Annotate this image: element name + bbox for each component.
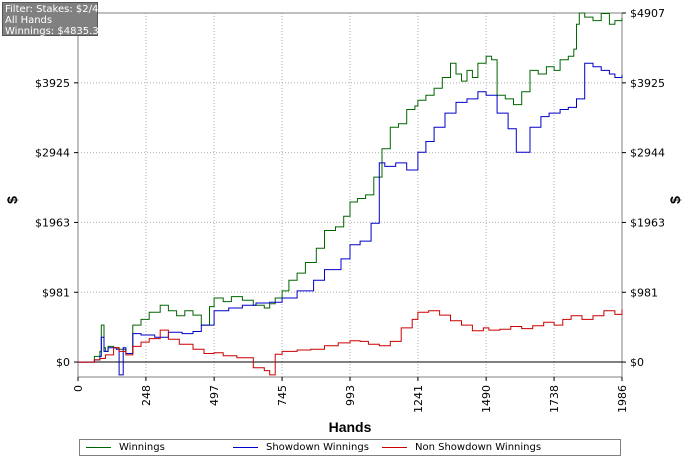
y-tick-label-left: $0 (56, 356, 70, 369)
legend-item-winnings: Winnings (86, 442, 165, 453)
y-tick-label-right: $0 (630, 356, 644, 369)
x-axis-label: Hands (329, 419, 372, 435)
y-tick-label-right: $4907 (630, 7, 665, 20)
legend-swatch-showdown (233, 447, 258, 448)
y-tick-label-right: $2944 (630, 147, 665, 160)
legend-item-showdown: Showdown Winnings (233, 442, 369, 453)
x-tick-label: 497 (208, 385, 221, 406)
y-tick-label-right: $981 (630, 286, 658, 299)
filter-line: Filter: Stakes: $2/4 NL (5, 4, 115, 15)
hands-filter-line: All Hands (5, 15, 53, 26)
x-tick-label: 1738 (548, 385, 561, 413)
legend-swatch-winnings (86, 447, 111, 448)
x-tick-label: 0 (72, 385, 85, 392)
y-tick-label-left: $1963 (35, 216, 70, 229)
left-y-axis-ticks: $0$981$1963$2944$3925$4907 (35, 7, 78, 369)
y-tick-label-left: $2944 (35, 147, 70, 160)
legend-label-showdown: Showdown Winnings (266, 442, 369, 453)
legend: Winnings Showdown Winnings Non Showdown … (79, 439, 621, 456)
winnings-total-line: Winnings: $4835.35 (5, 26, 106, 37)
legend-label-winnings: Winnings (119, 442, 165, 453)
series-line-winnings (78, 12, 623, 363)
x-tick-label: 1490 (480, 385, 493, 413)
series-line-non-showdown-winnings (78, 309, 623, 376)
filter-info-box: Filter: Stakes: $2/4 NL All Hands Winnin… (2, 2, 115, 37)
series-lines (78, 12, 623, 376)
right-y-axis-ticks: $0 $981 $1963 $2944 $3925 $4907 (622, 7, 665, 369)
x-tick-label: 745 (276, 385, 289, 406)
x-tick-label: 993 (344, 385, 357, 406)
x-tick-label: 248 (140, 385, 153, 406)
x-tick-label: 1986 (616, 385, 629, 413)
x-tick-label: 1241 (412, 385, 425, 413)
y-tick-label-left: $3925 (35, 77, 70, 90)
grid (77, 12, 623, 377)
y-axis-label-right: $ (667, 196, 683, 204)
legend-swatch-non-showdown (382, 447, 407, 448)
legend-item-non-showdown: Non Showdown Winnings (382, 442, 541, 453)
y-tick-label-right: $1963 (630, 216, 665, 229)
legend-label-non-showdown: Non Showdown Winnings (415, 442, 542, 453)
x-axis-ticks: 0 248 497 745 993 1241 1490 1738 1986 (72, 377, 629, 413)
y-tick-label-left: $981 (42, 286, 70, 299)
y-tick-label-right: $3925 (630, 77, 665, 90)
y-axis-label-left: $ (4, 196, 20, 204)
